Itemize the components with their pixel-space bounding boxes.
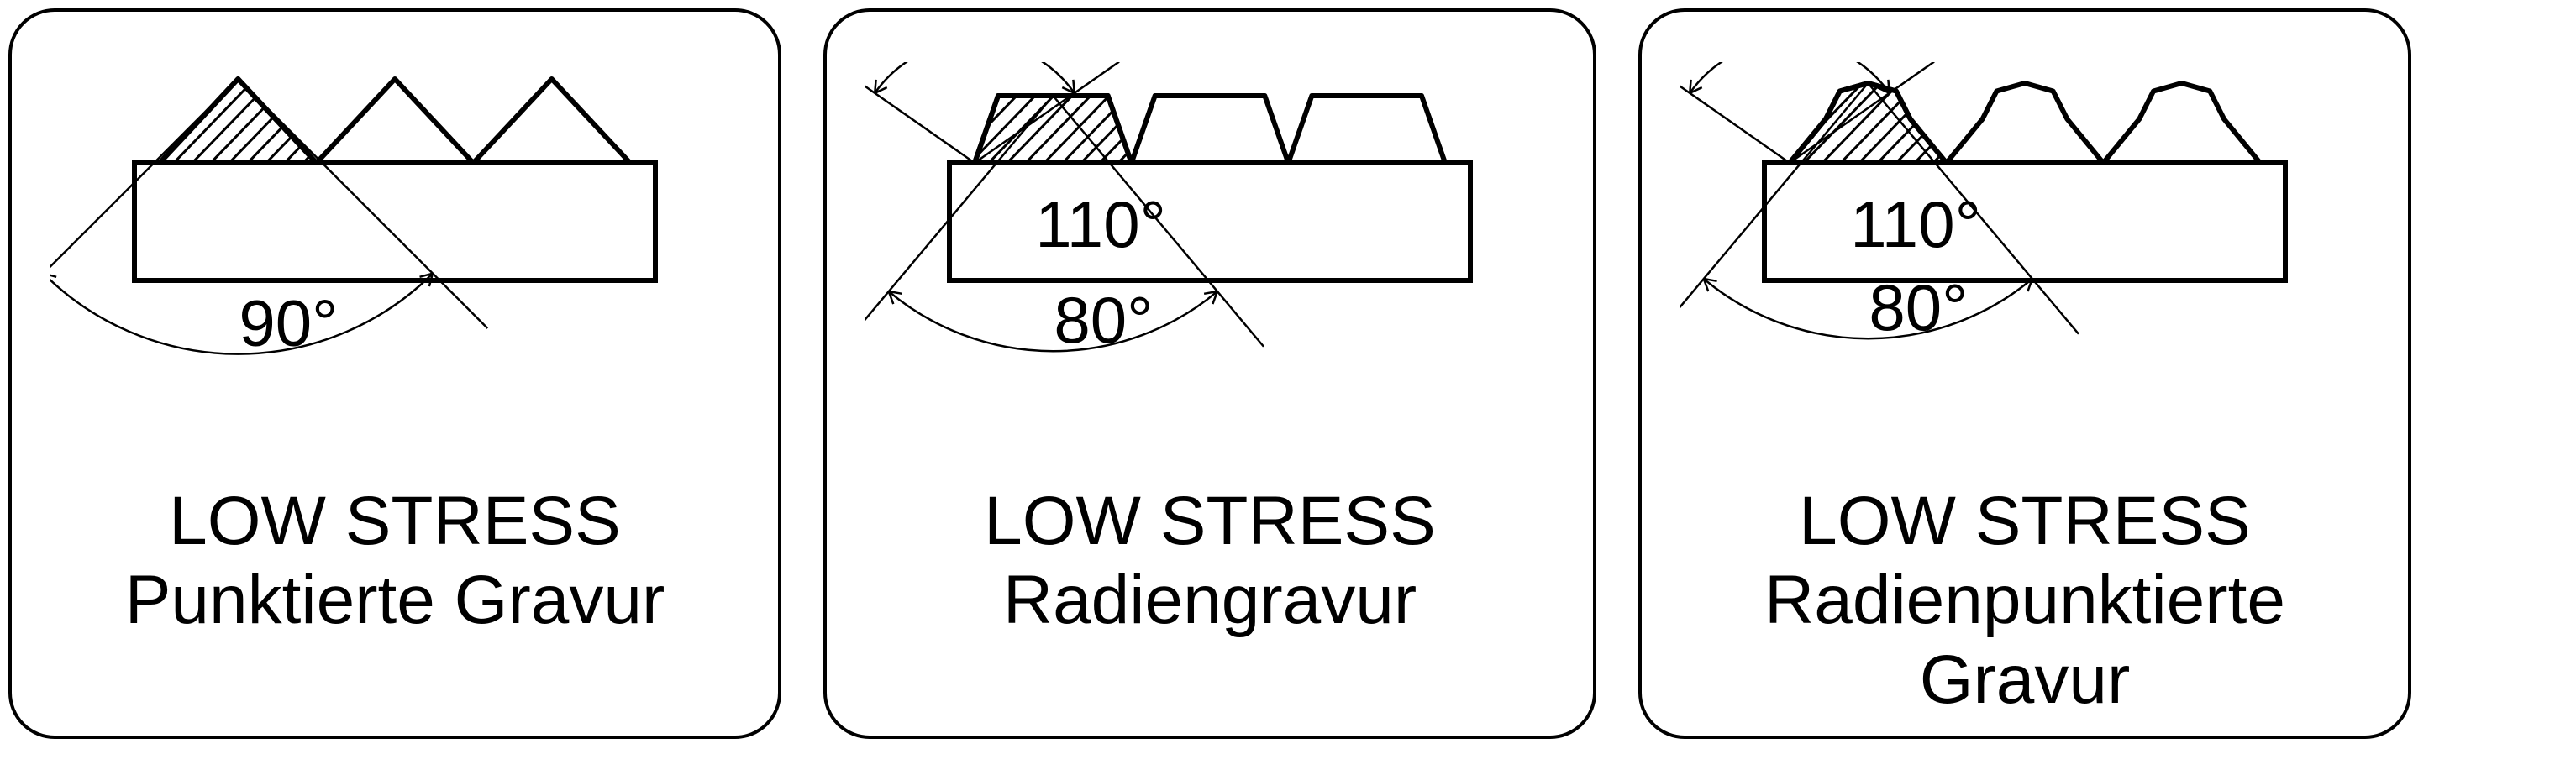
angle-top-label: 110° [1850, 187, 1981, 261]
caption-line2: Radiengravur [984, 561, 1436, 640]
caption-line2: Radienpunktierte [1764, 561, 2285, 640]
caption-line1: LOW STRESS [1764, 482, 2285, 561]
caption-line1: LOW STRESS [125, 482, 665, 561]
angle-bottom-label: 90° [239, 286, 338, 360]
caption-radienpunktierte: LOW STRESSRadienpunktierteGravur [1764, 482, 2285, 720]
caption-radiengravur: LOW STRESSRadiengravur [984, 482, 1436, 641]
panel-radienpunktierte: 80°110°LOW STRESSRadienpunktierteGravur [1638, 8, 2411, 739]
panel-radiengravur: 80° 110° LOW STRESSRadiengravur [823, 8, 1596, 739]
diagram-radienpunktierte: 80°110° [1680, 62, 2369, 465]
caption-line2: Punktierte Gravur [125, 561, 665, 640]
diagram-radiengravur: 80° 110° [865, 62, 1554, 465]
caption-line3: Gravur [1764, 641, 2285, 720]
caption-punktierte: LOW STRESSPunktierte Gravur [125, 482, 665, 641]
caption-line1: LOW STRESS [984, 482, 1436, 561]
diagram-punktierte: 90° [50, 62, 739, 465]
angle-bottom-label: 80° [1054, 283, 1153, 357]
panel-punktierte: 90° LOW STRESSPunktierte Gravur [8, 8, 781, 739]
angle-top-label: 110° [1035, 187, 1166, 261]
